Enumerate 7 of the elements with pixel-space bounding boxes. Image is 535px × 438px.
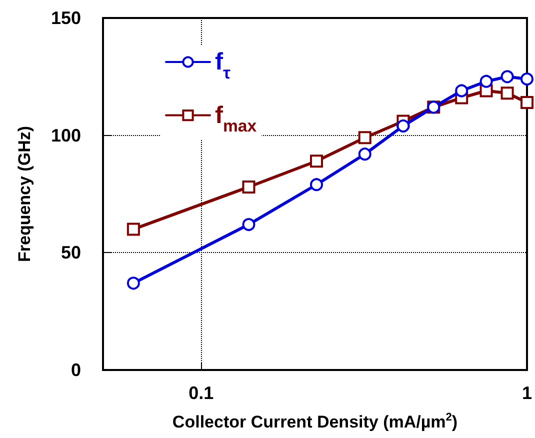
y-tick-label: 100 — [50, 125, 81, 146]
x-tick-label: 0.1 — [188, 383, 214, 403]
x-tick-label: 1 — [522, 383, 532, 403]
y-tick-label: 50 — [60, 242, 81, 263]
y-axis-title: Frequency (GHz) — [15, 126, 34, 262]
y-tick-label: 150 — [50, 8, 81, 28]
y-tick-label: 0 — [70, 360, 81, 380]
